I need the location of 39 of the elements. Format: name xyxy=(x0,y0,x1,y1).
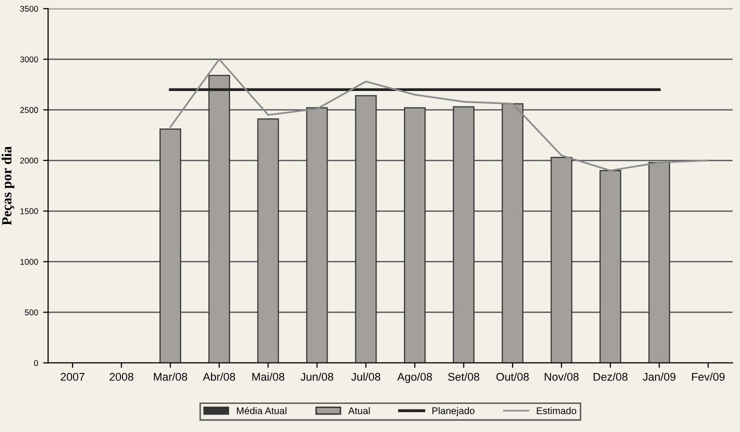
legend-label: Atual xyxy=(348,407,370,414)
bar xyxy=(208,74,230,363)
y-tick-label: 500 xyxy=(24,309,38,316)
x-tick-label: Mar/08 xyxy=(154,372,188,381)
x-tick-label: Set/08 xyxy=(448,372,480,381)
x-tick-label: Fev/09 xyxy=(692,372,725,381)
y-tick-label: 3000 xyxy=(20,56,38,62)
x-tick-label: Out/08 xyxy=(496,372,529,381)
legend-label: Planejado xyxy=(432,407,474,416)
y-tick-label: 0 xyxy=(34,360,38,366)
y-tick-label: 1500 xyxy=(20,208,38,214)
x-tick-label: Jan/09 xyxy=(642,372,676,381)
bar xyxy=(306,107,328,363)
bar xyxy=(452,106,475,363)
bar xyxy=(550,156,572,363)
y-tick-label: 2000 xyxy=(20,158,38,164)
y-tick-label: 2500 xyxy=(20,107,38,113)
x-tick-label: Dez/08 xyxy=(594,372,628,381)
x-tick-label: Abr/08 xyxy=(202,372,236,381)
bar xyxy=(502,103,524,363)
x-tick-label: Jul/08 xyxy=(351,372,380,381)
x-tick-label: Nov/08 xyxy=(544,372,579,381)
bar xyxy=(404,107,426,363)
x-tick-label: 2007 xyxy=(60,372,84,381)
x-tick-label: Jun/08 xyxy=(300,372,334,381)
y-tick-label: 1000 xyxy=(20,258,38,265)
line-series xyxy=(169,58,709,172)
bar xyxy=(160,128,182,363)
legend-label: Média Atual xyxy=(236,406,286,414)
bar xyxy=(600,170,622,363)
bar xyxy=(257,118,279,363)
x-tick-label: Mai/08 xyxy=(252,372,284,381)
y-axis-title: Peças por dia xyxy=(2,146,14,226)
legend-label: Estimado xyxy=(536,407,576,414)
x-tick-label: 2008 xyxy=(110,372,134,381)
bar xyxy=(648,162,670,363)
x-tick-label: Ago/08 xyxy=(397,372,432,383)
bar xyxy=(355,95,377,363)
y-tick-label: 3500 xyxy=(20,6,38,12)
